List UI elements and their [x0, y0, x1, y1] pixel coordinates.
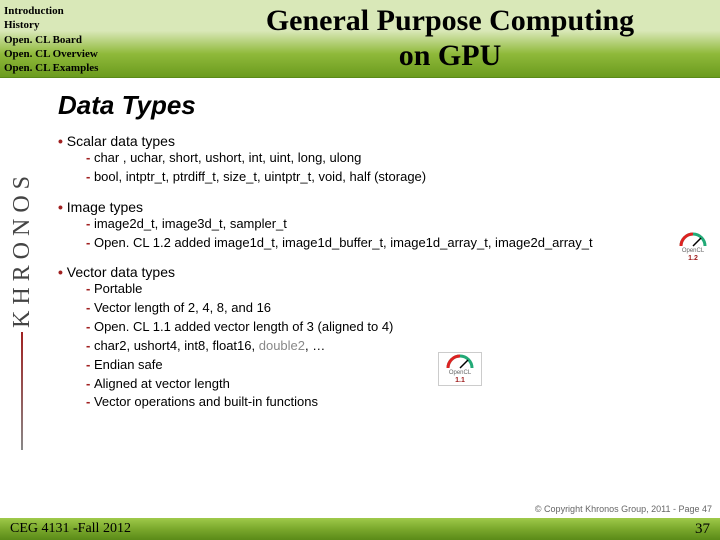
badge-ver: 1.1	[440, 377, 480, 384]
opencl-badge-11: OpenCL 1.1	[438, 352, 482, 386]
nav-item-history[interactable]: History	[4, 18, 169, 32]
section-vector: Vector data types Portable Vector length…	[58, 264, 698, 412]
nav-item-intro[interactable]: Introduction	[4, 4, 169, 18]
gauge-icon	[446, 354, 474, 370]
title-line2: on GPU	[399, 39, 502, 72]
content-title: Data Types	[58, 90, 698, 121]
section-head: Vector data types	[58, 264, 698, 280]
section-image: Image types image2d_t, image3d_t, sample…	[58, 199, 698, 253]
opencl-badge-12: OpenCL 1.2	[670, 232, 716, 262]
nav-item-board[interactable]: Open. CL Board	[4, 33, 169, 47]
course-label: CEG 4131 -Fall 2012	[10, 521, 131, 537]
sub-item: Aligned at vector length	[86, 375, 698, 394]
badge-name: OpenCL	[670, 248, 716, 254]
khronos-text: KHRONOS	[9, 170, 36, 328]
badge-ver: 1.2	[670, 255, 716, 262]
section-head: Image types	[58, 199, 698, 215]
sub-item: Open. CL 1.1 added vector length of 3 (a…	[86, 318, 698, 337]
khronos-logo: KHRONOS	[6, 170, 38, 450]
badge-name: OpenCL	[440, 370, 480, 376]
sub-item: Open. CL 1.2 added image1d_t, image1d_bu…	[86, 234, 698, 253]
khronos-line-icon	[21, 332, 23, 450]
copyright: © Copyright Khronos Group, 2011 - Page 4…	[535, 504, 712, 514]
page-title: General Purpose Computing on GPU	[200, 4, 700, 73]
sub-item: Vector operations and built-in functions	[86, 393, 698, 412]
section-head: Scalar data types	[58, 133, 698, 149]
section-scalar: Scalar data types char , uchar, short, u…	[58, 133, 698, 187]
nav-item-overview[interactable]: Open. CL Overview	[4, 47, 169, 61]
sub-item: Vector length of 2, 4, 8, and 16	[86, 299, 698, 318]
footer-bar: CEG 4131 -Fall 2012 37	[0, 518, 720, 540]
page-number: 37	[695, 521, 710, 538]
nav-item-examples[interactable]: Open. CL Examples	[4, 61, 169, 75]
sub-item: Portable	[86, 280, 698, 299]
sub-item: image2d_t, image3d_t, sampler_t	[86, 215, 698, 234]
sub-item: char2, ushort4, int8, float16, double2, …	[86, 337, 698, 356]
gauge-icon	[679, 232, 707, 248]
sub-item: bool, intptr_t, ptrdiff_t, size_t, uintp…	[86, 168, 698, 187]
sub-item: Endian safe	[86, 356, 698, 375]
nav-outline: Introduction History Open. CL Board Open…	[4, 4, 169, 75]
sub-item: char , uchar, short, ushort, int, uint, …	[86, 149, 698, 168]
dim-token: double2	[259, 338, 305, 353]
content-area: Data Types Scalar data types char , ucha…	[58, 90, 698, 424]
title-line1: General Purpose Computing	[266, 4, 634, 37]
